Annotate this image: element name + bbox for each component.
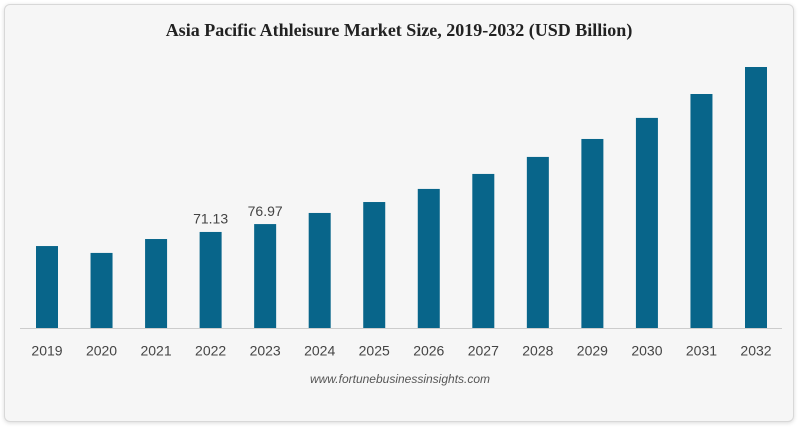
x-tick-label: 2022 — [195, 343, 226, 359]
x-tick-label: 2021 — [140, 343, 171, 359]
x-tick-label: 2024 — [304, 343, 335, 359]
chart-card — [4, 4, 794, 422]
x-tick-label: 2020 — [86, 343, 117, 359]
bar — [745, 67, 767, 328]
bar — [472, 173, 495, 328]
bar — [254, 224, 277, 328]
x-tick-label: 2029 — [577, 343, 608, 359]
data-label: 71.13 — [193, 211, 228, 227]
bar — [526, 156, 549, 328]
source: www.fortunebusinessinsights.com — [310, 372, 490, 386]
bar — [581, 138, 604, 328]
x-tick-label: 2023 — [250, 343, 281, 359]
x-tick-label: 2026 — [413, 343, 444, 359]
bar — [308, 212, 331, 328]
chart-title: Asia Pacific Athleisure Market Size, 201… — [166, 20, 633, 41]
x-tick-label: 2030 — [631, 343, 662, 359]
bar — [363, 202, 386, 328]
x-tick-label: 2025 — [359, 343, 390, 359]
bar — [145, 239, 168, 328]
x-tick-label: 2031 — [686, 343, 717, 359]
x-tick-label: 2019 — [31, 343, 62, 359]
bar — [90, 252, 113, 328]
bar — [199, 231, 222, 328]
bar — [690, 94, 713, 328]
x-tick-label: 2028 — [522, 343, 553, 359]
bar — [417, 188, 440, 328]
data-label: 76.97 — [248, 203, 283, 219]
bar — [635, 117, 658, 328]
x-tick-label: 2027 — [468, 343, 499, 359]
bar — [36, 246, 58, 328]
x-tick-label: 2032 — [740, 343, 771, 359]
